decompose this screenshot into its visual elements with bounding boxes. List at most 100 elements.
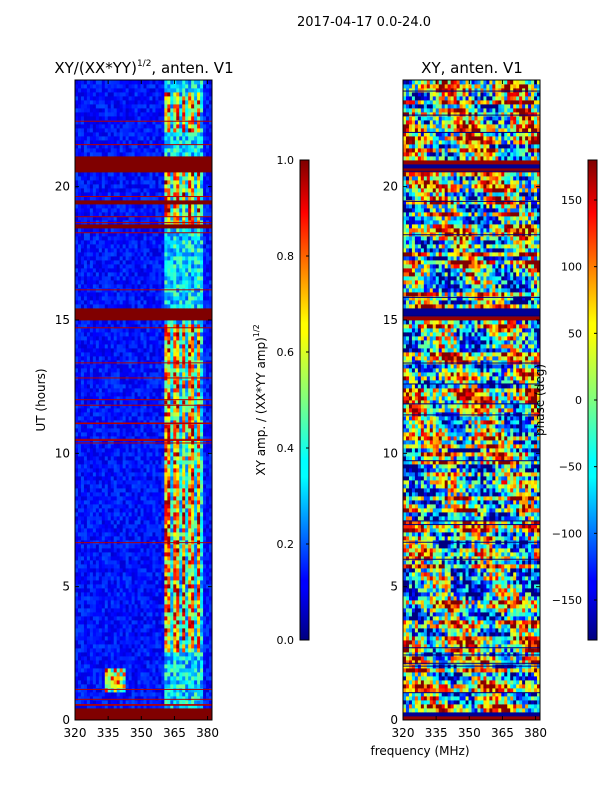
- heatmap-cell: [77, 348, 82, 353]
- heatmap-cell: [134, 344, 138, 349]
- heatmap-cell: [173, 516, 177, 521]
- heatmap-cell: [122, 408, 127, 413]
- heatmap-cell: [203, 672, 207, 677]
- heatmap-cell: [146, 704, 150, 709]
- heatmap-cell: [161, 700, 165, 705]
- heatmap-cell: [173, 680, 177, 685]
- heatmap-cell: [125, 568, 130, 573]
- heatmap-cell: [176, 716, 180, 721]
- heatmap-cell: [203, 580, 207, 585]
- heatmap-cell: [149, 696, 153, 701]
- heatmap-cell: [143, 404, 147, 409]
- heatmap-cell: [113, 632, 118, 637]
- heatmap-cell: [119, 400, 124, 405]
- heatmap-cell: [158, 708, 162, 713]
- heatmap-cell: [77, 552, 82, 557]
- heatmap-cell: [140, 504, 144, 509]
- heatmap-cell: [167, 660, 171, 665]
- heatmap-cell: [155, 512, 159, 517]
- heatmap-cell: [146, 348, 150, 353]
- heatmap-cell: [170, 716, 174, 721]
- heatmap-cell: [86, 348, 91, 353]
- heatmap-cell: [89, 316, 94, 321]
- heatmap-cell: [173, 412, 177, 417]
- heatmap-cell: [203, 700, 207, 705]
- heatmap-cell: [98, 360, 103, 365]
- heatmap-cell: [179, 712, 183, 717]
- heatmap-cell: [176, 676, 180, 681]
- heatmap-cell: [191, 480, 195, 485]
- heatmap-cell: [191, 680, 195, 685]
- heatmap-cell: [134, 436, 138, 441]
- heatmap-cell: [203, 292, 207, 297]
- heatmap-cell: [80, 560, 85, 565]
- heatmap-cell: [134, 364, 138, 369]
- heatmap-cell: [170, 348, 174, 353]
- heatmap-cell: [209, 488, 213, 493]
- heatmap-cell: [104, 424, 109, 429]
- heatmap-cell: [194, 408, 198, 413]
- heatmap-cell: [185, 556, 189, 561]
- heatmap-cell: [155, 608, 159, 613]
- heatmap-cell: [158, 584, 162, 589]
- heatmap-cell: [191, 396, 195, 401]
- heatmap-cell: [83, 616, 88, 621]
- heatmap-cell: [125, 448, 130, 453]
- heatmap-cell: [77, 468, 82, 473]
- heatmap-cell: [164, 384, 168, 389]
- heatmap-cell: [200, 412, 204, 417]
- heatmap-cell: [206, 560, 210, 565]
- heatmap-cell: [176, 384, 180, 389]
- heatmap-cell: [191, 488, 195, 493]
- heatmap-cell: [197, 328, 201, 333]
- heatmap-cell: [122, 512, 127, 517]
- heatmap-cell: [149, 532, 153, 537]
- heatmap-cell: [77, 608, 82, 613]
- heatmap-cell: [110, 360, 115, 365]
- heatmap-cell: [176, 588, 180, 593]
- heatmap-cell: [83, 548, 88, 553]
- heatmap-cell: [95, 480, 100, 485]
- heatmap-cell: [119, 416, 124, 421]
- heatmap-cell: [155, 292, 159, 297]
- heatmap-cell: [116, 480, 121, 485]
- heatmap-cell: [98, 456, 103, 461]
- heatmap-cell: [110, 684, 115, 689]
- heatmap-cell: [113, 508, 118, 513]
- heatmap-cell: [182, 488, 186, 493]
- heatmap-cell: [95, 628, 100, 633]
- heatmap-cell: [122, 564, 127, 569]
- heatmap-cell: [128, 284, 132, 289]
- heatmap-cell: [194, 568, 198, 573]
- heatmap-cell: [101, 460, 106, 465]
- heatmap-cell: [104, 628, 109, 633]
- heatmap-cell: [128, 576, 132, 581]
- heatmap-cell: [170, 352, 174, 357]
- heatmap-cell: [116, 584, 121, 589]
- heatmap-cell: [179, 388, 183, 393]
- heatmap-cell: [140, 584, 144, 589]
- heatmap-cell: [158, 396, 162, 401]
- heatmap-cell: [170, 576, 174, 581]
- heatmap-cell: [203, 412, 207, 417]
- heatmap-cell: [101, 424, 106, 429]
- heatmap-cell: [92, 524, 97, 529]
- heatmap-cell: [107, 524, 112, 529]
- heatmap-cell: [149, 484, 153, 489]
- heatmap-cell: [170, 664, 174, 669]
- heatmap-cell: [179, 296, 183, 301]
- heatmap-cell: [137, 644, 141, 649]
- heatmap-cell: [203, 592, 207, 597]
- heatmap-cell: [104, 604, 109, 609]
- heatmap-cell: [75, 380, 79, 385]
- heatmap-cell: [98, 652, 103, 657]
- heatmap-cell: [137, 648, 141, 653]
- heatmap-cell: [110, 336, 115, 341]
- heatmap-cell: [101, 304, 106, 309]
- heatmap-cell: [92, 576, 97, 581]
- heatmap-cell: [143, 500, 147, 505]
- heatmap-cell: [167, 636, 171, 641]
- heatmap-cell: [194, 524, 198, 529]
- heatmap-cell: [113, 312, 118, 317]
- heatmap-cell: [116, 624, 121, 629]
